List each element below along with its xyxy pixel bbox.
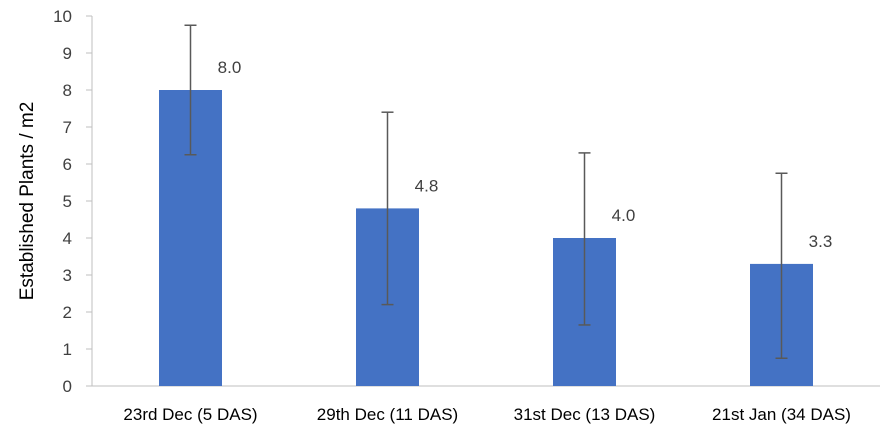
x-category-label: 31st Dec (13 DAS) xyxy=(514,405,656,424)
y-tick-label: 2 xyxy=(63,303,72,322)
data-labels: 8.0 4.8 4.0 3.3 xyxy=(218,58,833,251)
x-category-label: 21st Jan (34 DAS) xyxy=(712,405,851,424)
y-tick-label: 3 xyxy=(63,266,72,285)
y-tick-label: 9 xyxy=(63,44,72,63)
data-label: 8.0 xyxy=(218,58,242,77)
y-axis-ticks: 0 1 2 3 4 5 6 7 8 9 10 xyxy=(53,7,92,396)
data-label: 3.3 xyxy=(809,232,833,251)
x-category-label: 23rd Dec (5 DAS) xyxy=(123,405,257,424)
data-label: 4.0 xyxy=(612,206,636,225)
bars xyxy=(159,90,813,386)
error-bars xyxy=(184,24,788,359)
y-tick-label: 1 xyxy=(63,340,72,359)
x-axis-categories: 23rd Dec (5 DAS) 29th Dec (11 DAS) 31st De… xyxy=(123,405,851,424)
y-tick-label: 8 xyxy=(63,81,72,100)
x-category-label: 29th Dec (11 DAS) xyxy=(317,405,458,424)
data-label: 4.8 xyxy=(415,176,439,195)
y-axis-title: Established Plants / m2 xyxy=(17,102,38,301)
y-tick-label: 7 xyxy=(63,118,72,137)
y-tick-label: 4 xyxy=(63,229,72,248)
y-tick-label: 10 xyxy=(53,7,72,26)
y-tick-label: 0 xyxy=(63,377,72,396)
y-tick-label: 6 xyxy=(63,155,72,174)
y-tick-label: 5 xyxy=(63,192,72,211)
